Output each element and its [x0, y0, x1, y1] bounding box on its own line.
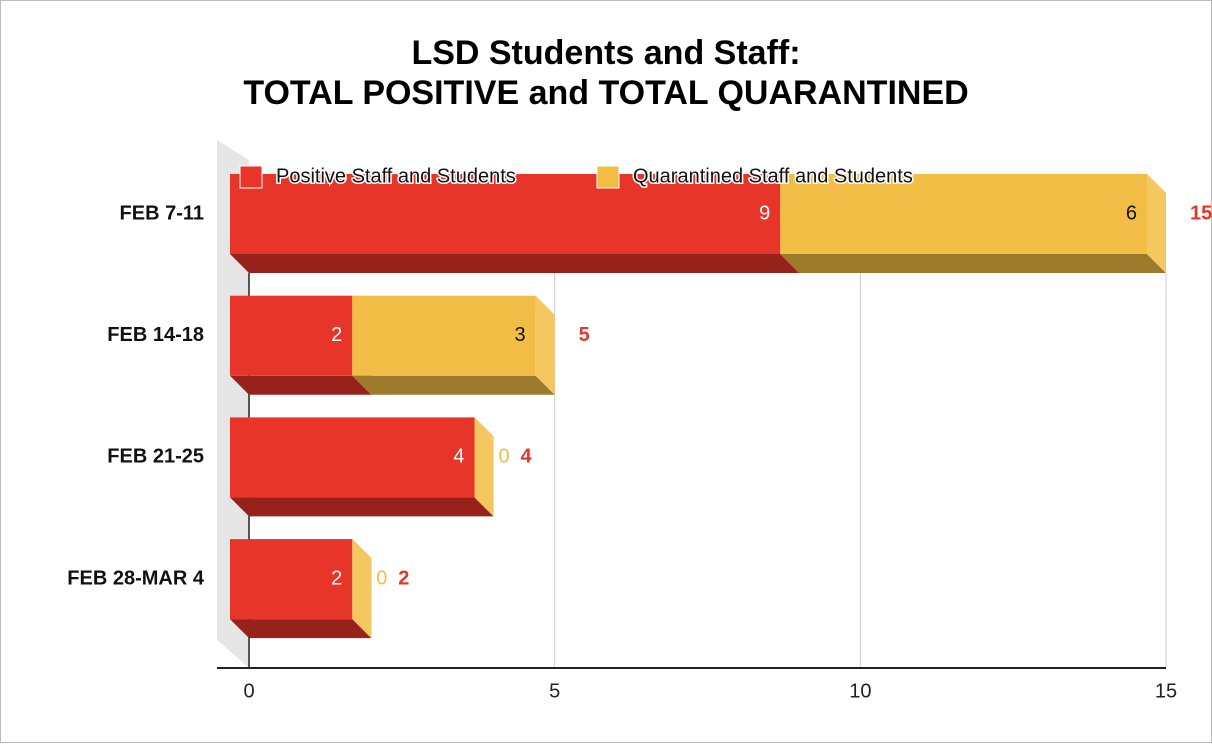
- value-label: 4: [453, 446, 464, 468]
- bar: [780, 174, 1147, 254]
- value-label: 6: [1126, 202, 1137, 224]
- bar-bottom: [230, 497, 494, 517]
- total-label: 2: [398, 567, 409, 589]
- total-label: 15: [1190, 202, 1212, 224]
- bar-bottom: [230, 375, 372, 395]
- bar-side: [535, 295, 555, 395]
- chart-title: LSD Students and Staff: TOTAL POSITIVE a…: [243, 34, 969, 112]
- x-tick-label: 0: [243, 680, 254, 702]
- value-label: 9: [759, 202, 770, 224]
- x-tick-label: 10: [849, 680, 871, 702]
- bar-bottom: [780, 254, 1166, 273]
- y-tick-label: FEB 28-MAR 4: [67, 567, 205, 589]
- legend-label: Quarantined Staff and Students: [633, 165, 913, 187]
- legend-swatch: [239, 165, 263, 189]
- bar-side: [352, 539, 372, 639]
- legend-label: Positive Staff and Students: [276, 165, 516, 187]
- bar: [230, 174, 781, 254]
- value-label: 2: [331, 567, 342, 589]
- value-label: 0: [376, 567, 387, 589]
- bar: [352, 295, 536, 376]
- y-tick-label: FEB 21-25: [107, 446, 204, 468]
- bar-side: [474, 417, 494, 517]
- bar-side: [1147, 174, 1166, 273]
- bar-bottom: [230, 254, 800, 273]
- total-label: 5: [579, 324, 590, 346]
- legend-swatch: [596, 165, 620, 189]
- x-tick-label: 15: [1155, 680, 1177, 702]
- y-tick-label: FEB 7-11: [120, 202, 204, 224]
- value-label: 2: [331, 324, 342, 346]
- bar-bottom: [352, 375, 555, 395]
- bar: [230, 295, 353, 376]
- back-wall: [217, 140, 249, 668]
- bar-bottom: [230, 619, 372, 639]
- value-label: 3: [515, 324, 526, 346]
- bar: [230, 539, 353, 620]
- x-tick-label: 5: [549, 680, 560, 702]
- y-tick-label: FEB 14-18: [107, 324, 204, 346]
- bar: [230, 417, 475, 498]
- value-label: 0: [499, 446, 510, 468]
- total-label: 4: [521, 446, 533, 468]
